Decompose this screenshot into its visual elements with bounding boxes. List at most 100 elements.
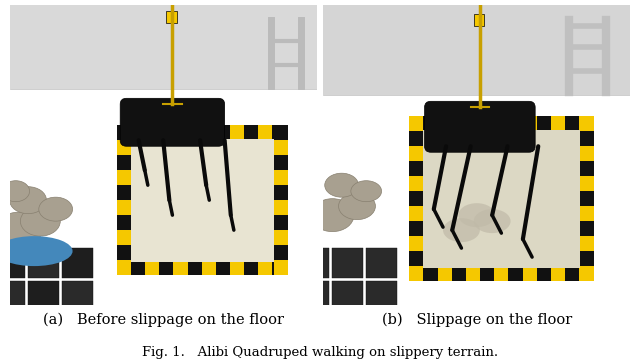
Bar xyxy=(117,125,131,140)
Ellipse shape xyxy=(10,187,47,214)
Bar xyxy=(274,215,287,230)
Bar xyxy=(117,155,131,170)
Bar xyxy=(409,131,423,146)
Bar xyxy=(580,176,593,191)
Bar xyxy=(579,116,593,130)
Bar xyxy=(117,262,131,275)
Bar xyxy=(117,125,286,275)
Bar xyxy=(580,251,593,266)
Bar xyxy=(494,116,508,130)
Bar xyxy=(508,116,523,130)
Bar xyxy=(62,248,93,278)
Bar xyxy=(117,245,131,260)
Bar xyxy=(424,268,438,281)
Bar xyxy=(274,170,287,185)
Ellipse shape xyxy=(0,236,72,266)
Bar xyxy=(202,262,216,275)
Bar xyxy=(480,268,494,281)
Bar xyxy=(332,248,363,278)
Bar xyxy=(551,268,565,281)
Bar xyxy=(474,14,484,26)
Text: (b)   Slippage on the floor: (b) Slippage on the floor xyxy=(381,312,572,327)
Text: (a)   Before slippage on the floor: (a) Before slippage on the floor xyxy=(43,312,284,327)
Ellipse shape xyxy=(351,181,381,202)
Bar xyxy=(466,116,480,130)
Bar xyxy=(409,146,423,161)
Bar xyxy=(117,215,131,230)
Bar xyxy=(173,125,188,139)
Bar xyxy=(579,268,593,281)
Bar xyxy=(580,191,593,206)
Bar xyxy=(274,260,287,275)
Bar xyxy=(274,155,287,170)
Bar xyxy=(0,281,25,311)
Bar xyxy=(216,125,230,139)
Bar xyxy=(117,170,131,185)
Bar xyxy=(480,116,494,130)
Bar xyxy=(537,116,551,130)
Bar xyxy=(409,266,423,281)
Bar xyxy=(62,281,93,311)
Bar xyxy=(409,206,423,221)
Bar xyxy=(274,245,287,260)
Bar xyxy=(523,268,537,281)
Bar xyxy=(580,161,593,176)
FancyBboxPatch shape xyxy=(120,98,225,146)
Bar xyxy=(409,116,424,130)
FancyBboxPatch shape xyxy=(323,5,630,95)
Bar xyxy=(244,125,258,139)
Bar xyxy=(131,262,145,275)
Bar xyxy=(230,262,244,275)
Bar xyxy=(230,125,244,139)
Bar xyxy=(409,116,593,281)
Bar xyxy=(409,116,423,131)
Bar xyxy=(551,116,565,130)
Ellipse shape xyxy=(0,212,42,248)
Bar xyxy=(272,125,286,139)
Ellipse shape xyxy=(311,199,354,232)
Bar xyxy=(565,268,579,281)
Bar xyxy=(274,230,287,245)
Bar xyxy=(409,251,423,266)
Bar xyxy=(580,116,593,131)
Bar xyxy=(244,262,258,275)
Bar xyxy=(580,221,593,236)
Bar xyxy=(274,185,287,200)
Bar xyxy=(452,116,466,130)
Ellipse shape xyxy=(474,209,511,233)
Bar xyxy=(131,125,145,139)
Bar xyxy=(409,191,423,206)
Bar xyxy=(117,260,131,275)
Bar xyxy=(274,125,287,140)
Ellipse shape xyxy=(339,193,376,219)
Bar xyxy=(466,268,480,281)
Bar xyxy=(523,116,537,130)
Bar xyxy=(188,262,202,275)
Bar xyxy=(580,131,593,146)
Ellipse shape xyxy=(20,206,60,236)
Bar xyxy=(274,200,287,215)
Bar xyxy=(537,268,551,281)
Bar xyxy=(409,268,424,281)
FancyBboxPatch shape xyxy=(424,101,535,152)
Bar xyxy=(188,125,202,139)
Bar xyxy=(580,146,593,161)
Bar xyxy=(409,161,423,176)
Ellipse shape xyxy=(324,173,358,197)
Ellipse shape xyxy=(39,197,72,221)
FancyBboxPatch shape xyxy=(10,5,317,89)
Bar xyxy=(216,262,230,275)
Bar xyxy=(145,125,159,139)
Bar xyxy=(0,248,25,278)
Bar xyxy=(117,200,131,215)
Bar xyxy=(258,125,272,139)
Bar xyxy=(145,262,159,275)
Text: Fig. 1.   Alibi Quadruped walking on slippery terrain.: Fig. 1. Alibi Quadruped walking on slipp… xyxy=(142,346,498,359)
Bar xyxy=(332,281,363,311)
Bar xyxy=(166,12,177,23)
Bar xyxy=(274,140,287,155)
Bar xyxy=(117,230,131,245)
Bar xyxy=(409,236,423,251)
Bar xyxy=(409,176,423,191)
Bar xyxy=(159,262,173,275)
